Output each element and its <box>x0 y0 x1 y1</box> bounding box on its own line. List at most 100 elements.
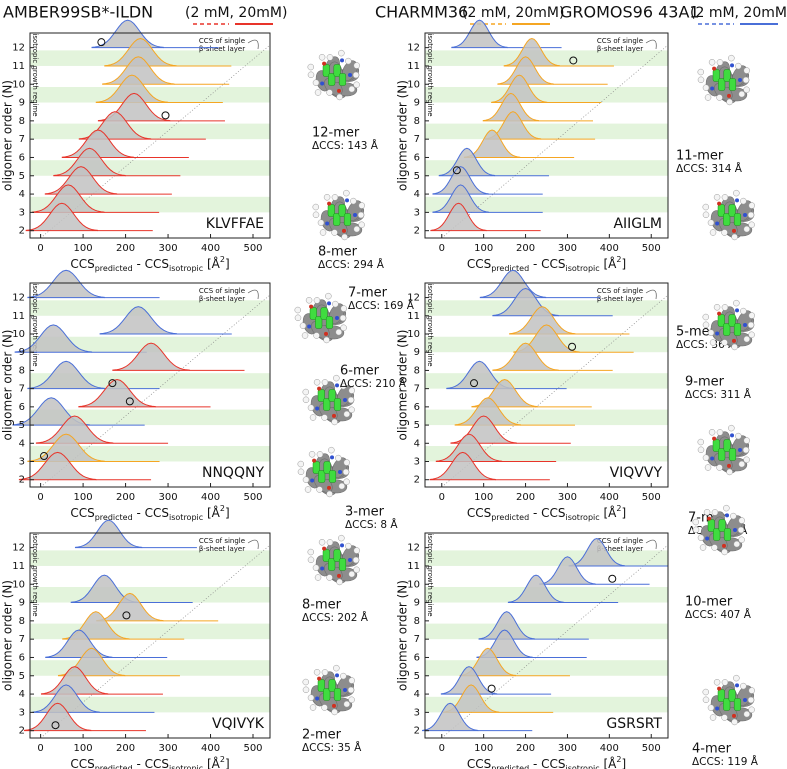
ridge <box>14 324 93 353</box>
x-axis-label-part: [Å <box>600 256 617 271</box>
molecule-atom <box>699 544 707 551</box>
molecule-atom <box>348 85 356 93</box>
molecule <box>294 292 348 344</box>
molecule-sheet <box>328 470 337 483</box>
molecule-atom-red <box>327 301 332 306</box>
molecule-atom-red <box>322 546 327 551</box>
molecule-atom <box>336 93 343 101</box>
molecule-atom <box>340 324 347 332</box>
panel-title: AIIGLM <box>613 216 662 232</box>
x-tick-label: 300 <box>558 743 577 754</box>
structure-size: 12-mer <box>312 126 360 141</box>
header-note: (2 mM, 20mM) <box>690 5 787 21</box>
molecule-atom <box>314 574 322 581</box>
molecule-atom <box>721 304 729 311</box>
y-tick-label: 4 <box>19 438 25 449</box>
x-axis-label-part: ] <box>225 506 230 520</box>
ridge <box>478 611 535 640</box>
molecule-atom <box>748 221 755 229</box>
x-axis-label-part: 2 <box>616 755 621 764</box>
x-tick-label: 500 <box>243 243 262 254</box>
molecule <box>297 446 351 498</box>
annotation: isotropic growth regime <box>31 533 39 616</box>
molecule-atom <box>738 536 745 544</box>
molecule-atom-red <box>717 686 722 691</box>
y-tick-label: 4 <box>414 438 420 449</box>
y-tick-label: 8 <box>19 116 25 127</box>
molecule-sheet <box>718 448 726 461</box>
molecule-atom <box>702 313 710 321</box>
molecule-atom <box>728 54 735 62</box>
structure-size: 2-mer <box>302 728 342 743</box>
molecule-sheet <box>723 323 731 336</box>
molecule-sheet <box>338 73 347 86</box>
x-tick-label: 200 <box>516 243 535 254</box>
molecule-sheet <box>343 213 352 226</box>
molecule-atom <box>743 67 751 74</box>
molecule-atom <box>740 682 747 690</box>
isotropic-line <box>40 544 271 739</box>
molecule-atom <box>743 335 751 343</box>
molecule-atom <box>747 696 755 704</box>
annotation: β-sheet layer <box>199 45 245 53</box>
x-axis-label-part: isotropic <box>169 264 203 273</box>
row-stripe <box>30 300 270 316</box>
y-tick-label: 12 <box>407 543 420 554</box>
y-tick-label: 8 <box>19 616 25 627</box>
molecule-atom <box>297 460 305 468</box>
molecule-atom <box>333 374 340 382</box>
x-axis-label-part: isotropic <box>169 513 203 522</box>
molecule-atom <box>309 414 317 421</box>
molecule-atom <box>307 694 315 701</box>
molecule-atom <box>692 518 700 526</box>
ridge <box>23 702 92 732</box>
y-tick-label: 6 <box>414 652 420 663</box>
ridge <box>479 269 547 299</box>
plot-frame <box>424 32 669 239</box>
molecule-sheet <box>323 461 331 474</box>
molecule-atom-red <box>705 536 710 541</box>
molecule-atom <box>350 197 357 205</box>
molecule-atom-red <box>722 543 727 548</box>
ridge <box>40 666 109 695</box>
x-tick-label: 0 <box>37 492 43 503</box>
molecule-sheet <box>712 69 720 82</box>
molecule-atom <box>294 314 302 322</box>
molecule-sheet <box>723 213 731 226</box>
structure-marker <box>487 684 496 693</box>
molecule-sheet <box>333 64 341 77</box>
molecule-atom <box>326 539 334 546</box>
structure-marker <box>452 166 461 175</box>
molecule-atom-red <box>738 448 742 452</box>
molecule-atom <box>294 306 302 314</box>
molecule-atom <box>353 547 361 554</box>
y-tick-label: 11 <box>12 561 25 572</box>
molecule-sheet <box>318 470 326 483</box>
molecule-atom <box>709 339 717 346</box>
y-tick-label: 6 <box>19 152 25 163</box>
y-tick-label: 11 <box>407 61 420 72</box>
molecule-atom <box>733 674 740 682</box>
molecule-atom <box>742 76 750 84</box>
molecule-atom <box>316 451 324 458</box>
structure-marker <box>470 379 479 388</box>
molecule-atom <box>748 687 756 694</box>
molecule-atom-red <box>310 478 315 483</box>
x-tick-label: 300 <box>159 243 178 254</box>
molecule-atom-red <box>317 676 322 681</box>
panel-title: NNQQNY <box>202 465 264 481</box>
x-axis-label-part: [Å <box>600 756 617 769</box>
molecule-atom <box>353 81 360 89</box>
molecule-atom <box>704 94 712 101</box>
molecule-sheet <box>320 307 328 320</box>
row-stripe <box>425 300 668 316</box>
molecule-atom <box>302 686 310 694</box>
molecule-sheet <box>733 698 742 711</box>
y-tick-label: 2 <box>414 475 420 486</box>
molecule-atom <box>707 219 715 226</box>
x-tick-label: 100 <box>74 743 93 754</box>
annotation: CCS of single <box>597 37 643 45</box>
molecule-atom <box>721 714 728 721</box>
ridge <box>430 202 487 232</box>
molecule-atom <box>352 556 360 564</box>
